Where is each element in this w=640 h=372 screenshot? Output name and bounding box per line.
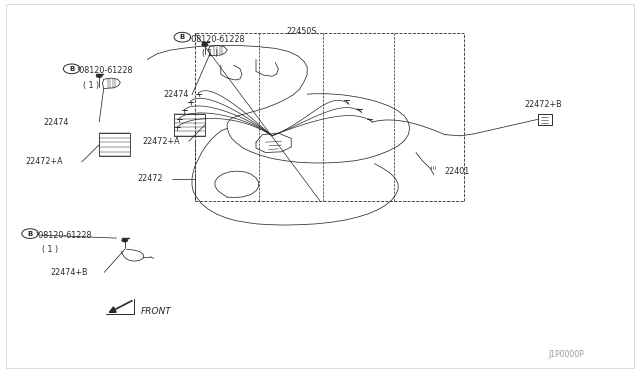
- Text: ( 1 ): ( 1 ): [42, 246, 58, 254]
- Bar: [174, 114, 205, 136]
- Text: B: B: [180, 34, 185, 40]
- Text: ( 1 ): ( 1 ): [202, 49, 218, 58]
- Text: ( 1 ): ( 1 ): [83, 81, 99, 90]
- Text: ¹08120-61228: ¹08120-61228: [35, 231, 92, 240]
- Text: 22472+B: 22472+B: [525, 100, 563, 109]
- Circle shape: [122, 238, 128, 242]
- Text: 22472+A: 22472+A: [142, 137, 180, 146]
- Bar: [99, 133, 130, 156]
- Bar: [538, 114, 552, 125]
- Text: 22472+A: 22472+A: [26, 157, 63, 166]
- Text: 22401: 22401: [445, 167, 470, 176]
- Text: 22474+B: 22474+B: [50, 268, 88, 277]
- Text: 22474: 22474: [44, 118, 69, 126]
- Text: B: B: [69, 66, 74, 72]
- Circle shape: [202, 43, 208, 46]
- Text: 22472: 22472: [138, 174, 163, 183]
- Text: ¹08120-61228: ¹08120-61228: [77, 66, 133, 75]
- Circle shape: [96, 74, 102, 78]
- Text: J1P0000P: J1P0000P: [548, 350, 584, 359]
- Text: FRONT: FRONT: [141, 307, 172, 316]
- Text: 22474: 22474: [163, 90, 189, 99]
- Text: B: B: [28, 231, 33, 237]
- Text: ¹08120-61228: ¹08120-61228: [189, 35, 245, 44]
- Text: 22450S: 22450S: [286, 27, 317, 36]
